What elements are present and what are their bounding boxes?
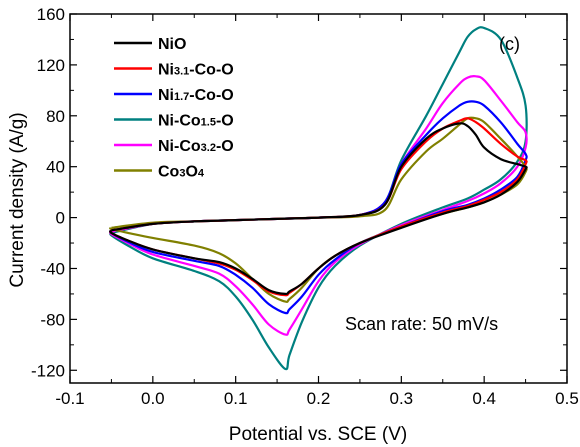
- x-tick-label: 0.2: [307, 389, 331, 408]
- x-axis-label: Potential vs. SCE (V): [229, 424, 407, 445]
- series-line-nio: [109, 122, 528, 296]
- axis-ticks: -0.1 0.0 0.1 0.2 0.3 0.4 0.5 -120 -80 -40 0 40 80 120…: [31, 5, 579, 408]
- x-tick-label: 0.4: [472, 389, 496, 408]
- series-layer: [109, 26, 528, 371]
- legend-label: NiO: [158, 36, 186, 53]
- y-tick-label: 120: [37, 56, 65, 75]
- y-axis-label: Current density (A/g): [7, 112, 28, 287]
- y-tick-label: -80: [40, 310, 65, 329]
- y-tick-label: -40: [40, 259, 65, 278]
- legend-label: Ni-Co1.5-O: [158, 113, 234, 130]
- y-tick-label: 160: [37, 5, 65, 24]
- y-tick-label: 80: [46, 107, 65, 126]
- legend: NiO Ni3.1-Co-O Ni1.7-Co-O Ni-Co1.5-O Ni-Co3.…: [114, 36, 234, 181]
- y-tick-label: 40: [46, 158, 65, 177]
- legend-label: Ni1.7-Co-O: [158, 87, 234, 104]
- y-tick-label: 0: [56, 209, 65, 228]
- legend-label: Ni-Co3.2-O: [158, 138, 234, 155]
- x-tick-label: 0.3: [390, 389, 414, 408]
- y-tick-label: -120: [31, 361, 65, 380]
- x-tick-label: 0.0: [141, 389, 165, 408]
- legend-label: Co3O4: [158, 164, 205, 181]
- scan-rate-annotation: Scan rate: 50 mV/s: [345, 314, 498, 334]
- legend-label: Ni3.1-Co-O: [158, 62, 234, 79]
- x-tick-label: 0.1: [224, 389, 248, 408]
- x-tick-label: 0.5: [555, 389, 579, 408]
- panel-label: (c): [499, 34, 520, 54]
- x-tick-label: -0.1: [55, 389, 84, 408]
